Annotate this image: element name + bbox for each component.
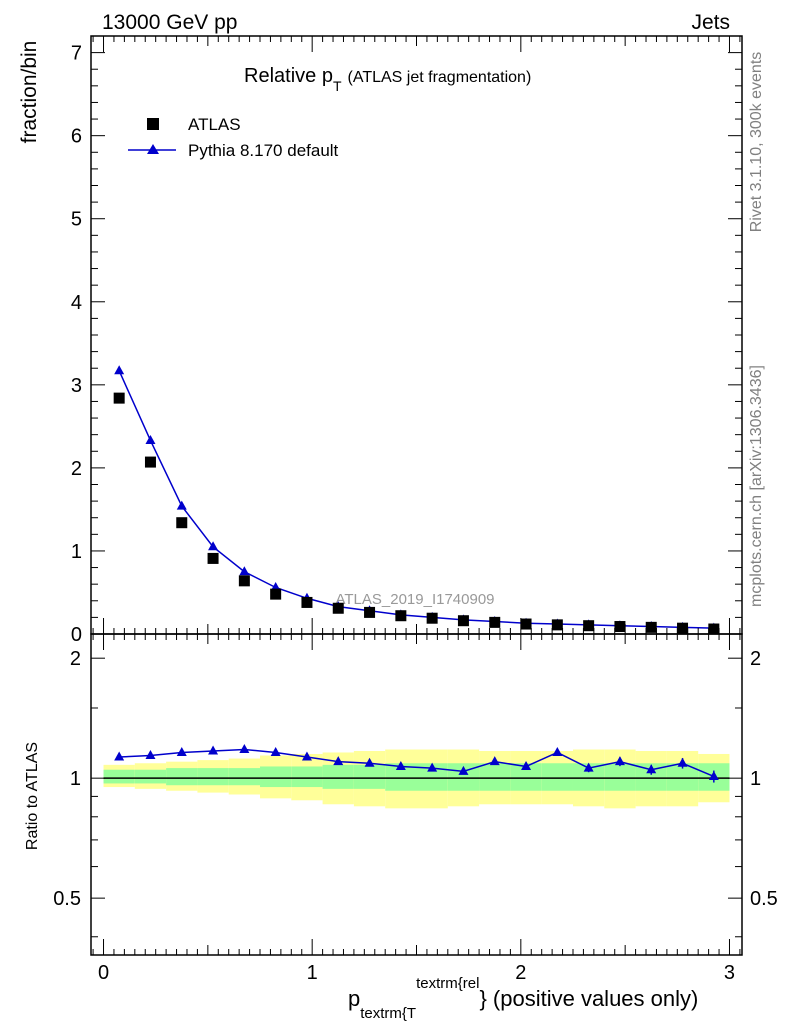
ratio-point xyxy=(145,749,156,759)
data-point xyxy=(677,622,689,634)
ratio-y-tick-label: 0.5 xyxy=(53,888,81,910)
legend-atlas-marker xyxy=(147,118,159,130)
ratio-point xyxy=(364,757,375,767)
ratio-point xyxy=(521,760,532,770)
data-point xyxy=(144,456,156,468)
x-tick-label: 1 xyxy=(307,962,318,984)
x-tick-label: 3 xyxy=(724,962,735,984)
ratio-point xyxy=(489,756,500,766)
data-point xyxy=(113,392,125,404)
data-point xyxy=(332,602,344,614)
data-point xyxy=(426,612,438,624)
data-point xyxy=(395,610,407,622)
y-tick-label: 7 xyxy=(71,43,82,65)
ratio-point xyxy=(552,746,563,756)
data-point xyxy=(457,615,469,627)
mc-point xyxy=(114,365,125,375)
ratio-point xyxy=(208,745,219,755)
source-label: mcplots.cern.ch [arXiv:1306.3436] xyxy=(748,365,765,607)
data-point xyxy=(238,575,250,587)
uncertainty-band-inner xyxy=(604,763,636,791)
legend-pythia-marker xyxy=(147,144,159,154)
ratio-y-tick-label-right: 2 xyxy=(750,648,761,670)
y-tick-label: 1 xyxy=(71,541,82,563)
y-tick-label: 6 xyxy=(71,126,82,148)
energy-label: 13000 GeV pp xyxy=(102,11,237,34)
ratio-point xyxy=(395,760,406,770)
uncertainty-band-inner xyxy=(322,764,354,789)
data-point xyxy=(645,621,657,633)
y-tick-label: 4 xyxy=(71,292,82,314)
data-point xyxy=(489,616,501,628)
uncertainty-band-inner xyxy=(291,766,323,788)
mc-point xyxy=(176,500,187,510)
data-point xyxy=(176,517,188,529)
process-label: Jets xyxy=(691,11,730,34)
uncertainty-band-inner xyxy=(103,769,135,784)
mc-point xyxy=(208,541,219,551)
ratio-y-tick-label: 1 xyxy=(70,768,81,790)
x-tick-label: 2 xyxy=(515,962,526,984)
data-point xyxy=(520,618,532,630)
ratio-ylabel: Ratio to ATLAS xyxy=(24,742,41,850)
ratio-point xyxy=(270,746,281,756)
ratio-point xyxy=(583,762,594,772)
y-tick-label: 5 xyxy=(71,209,82,231)
ratio-y-tick-label-right: 1 xyxy=(750,768,761,790)
data-point xyxy=(708,623,720,635)
data-point xyxy=(551,619,563,631)
main-ylabel: fraction/bin xyxy=(18,41,41,144)
ratio-point xyxy=(646,764,657,774)
legend: ATLAS Pythia 8.170 default xyxy=(128,115,339,160)
x-tick-label: 0 xyxy=(98,962,109,984)
ratio-point xyxy=(427,762,438,772)
uncertainty-band-inner xyxy=(353,764,386,789)
main-title: Relative pT (ATLAS jet fragmentation) xyxy=(244,65,531,94)
uncertainty-band-inner xyxy=(541,763,573,791)
legend-pythia-label: Pythia 8.170 default xyxy=(188,141,339,160)
ratio-point xyxy=(301,751,312,761)
ratio-point xyxy=(708,770,719,780)
uncertainty-band-inner xyxy=(134,769,167,784)
ratio-point xyxy=(677,757,688,767)
data-point xyxy=(583,620,595,632)
uncertainty-band-inner xyxy=(260,766,292,788)
y-tick-label: 0 xyxy=(71,624,82,646)
y-tick-label: 3 xyxy=(71,375,82,397)
mc-point xyxy=(239,566,250,576)
watermark: ATLAS_2019_I1740909 xyxy=(335,591,494,608)
ratio-y-tick-label: 2 xyxy=(70,648,81,670)
uncertainty-band-inner xyxy=(166,768,198,786)
legend-atlas-label: ATLAS xyxy=(188,115,241,134)
ratio-y-tick-label-right: 0.5 xyxy=(750,888,778,910)
mc-point xyxy=(145,434,156,444)
ratio-xlabel: ptextrm{Ttextrm{rel} (positive values on… xyxy=(348,975,698,1022)
ratio-point xyxy=(458,765,469,775)
ratio-point xyxy=(333,756,344,766)
uncertainty-band-inner xyxy=(228,768,261,786)
data-point xyxy=(270,588,282,600)
uncertainty-band-inner xyxy=(197,768,229,786)
ratio-point xyxy=(114,751,125,761)
ratio-point xyxy=(239,744,250,754)
ratio-panel: 0 1 2 3 0.5 0.5 1 1 2 2 xyxy=(53,633,778,984)
mc-line xyxy=(118,370,714,629)
rivet-label: Rivet 3.1.10, 300k events xyxy=(748,52,765,233)
main-panel: 0 1 2 3 4 5 6 7 xyxy=(71,35,743,646)
ratio-mc-line xyxy=(119,748,715,778)
data-point xyxy=(301,596,313,608)
y-tick-label: 2 xyxy=(71,458,82,480)
data-point xyxy=(207,552,219,564)
data-point xyxy=(614,621,626,633)
uncertainty-band-inner xyxy=(479,763,511,791)
data-point xyxy=(364,606,376,618)
ratio-point xyxy=(176,746,187,756)
ratio-point xyxy=(614,756,625,766)
